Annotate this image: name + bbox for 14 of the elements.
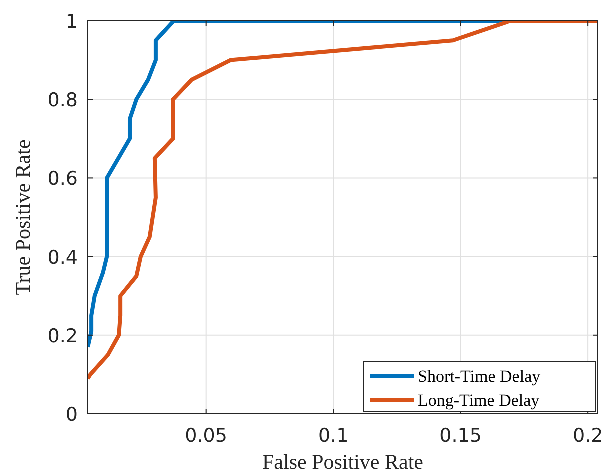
- x-tick-label: 0.2: [572, 425, 604, 447]
- legend-label: Short-Time Delay: [418, 367, 542, 386]
- y-axis-title: True Positive Rate: [11, 140, 35, 296]
- x-tick-label: 0.15: [440, 425, 482, 447]
- legend-label: Long-Time Delay: [418, 391, 540, 410]
- x-tick-label: 0.1: [318, 425, 349, 447]
- y-tick-label: 1: [66, 11, 78, 33]
- y-tick-label: 0.4: [48, 246, 78, 269]
- y-tick-label: 0: [66, 404, 78, 426]
- x-tick-label: 0.05: [185, 425, 228, 447]
- x-axis-title: False Positive Rate: [262, 450, 424, 474]
- y-tick-label: 0.2: [48, 325, 78, 348]
- y-tick-label: 0.8: [48, 90, 78, 112]
- y-tick-label: 0.6: [48, 168, 78, 190]
